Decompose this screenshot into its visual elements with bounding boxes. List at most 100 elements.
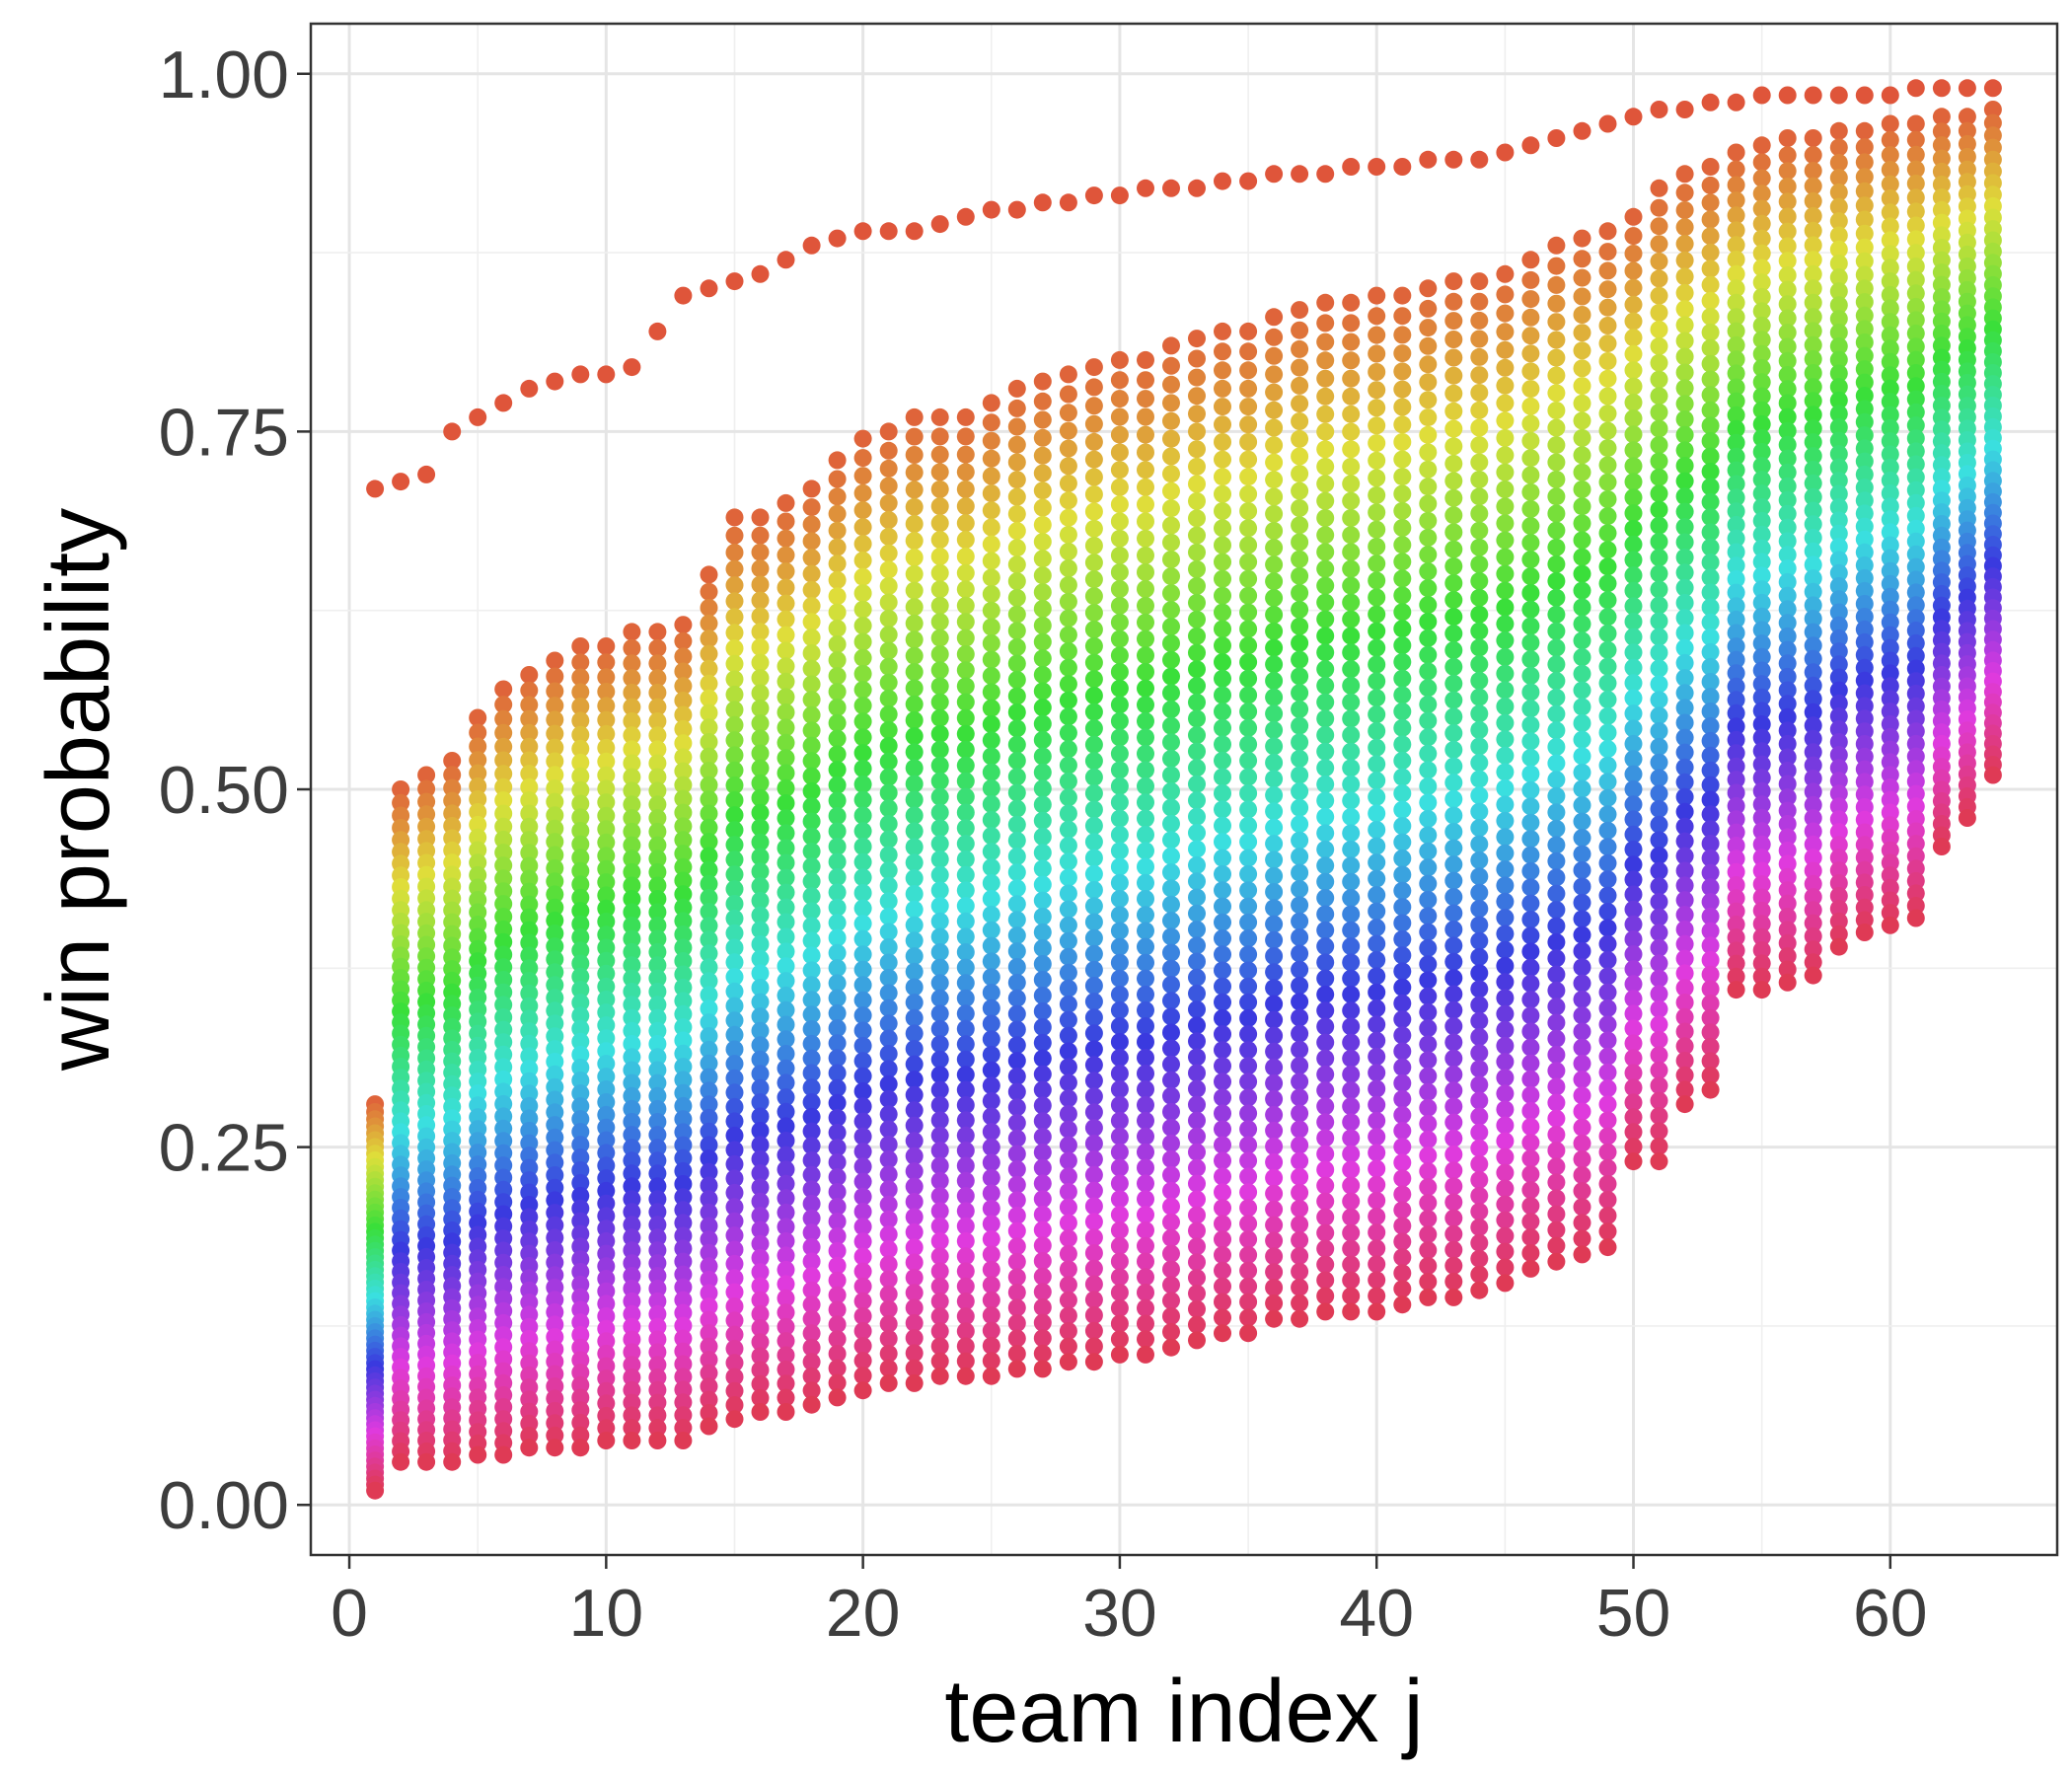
- data-point: [1084, 1353, 1103, 1371]
- data-point: [853, 728, 872, 747]
- data-point: [1881, 146, 1899, 165]
- data-point: [1162, 465, 1180, 483]
- data-point: [1110, 809, 1129, 828]
- data-point: [1265, 401, 1284, 419]
- data-point: [1573, 598, 1591, 617]
- data-point: [905, 598, 924, 617]
- data-point: [1393, 450, 1412, 469]
- data-point: [571, 888, 590, 907]
- data-point: [1650, 1091, 1668, 1110]
- data-point: [1291, 863, 1309, 882]
- data-point: [1778, 192, 1797, 211]
- data-point: [1521, 1165, 1540, 1184]
- data-point: [674, 1058, 693, 1076]
- data-point: [1573, 394, 1591, 412]
- data-point: [1368, 853, 1386, 872]
- data-point: [674, 1071, 693, 1089]
- data-point: [1059, 675, 1077, 694]
- data-point: [879, 752, 898, 771]
- data-point: [648, 876, 667, 895]
- data-point: [828, 791, 847, 810]
- data-point: [1470, 688, 1489, 706]
- data-point: [571, 637, 590, 655]
- data-point: [1675, 921, 1694, 938]
- data-point: [828, 898, 847, 917]
- data-point: [1855, 785, 1874, 804]
- data-point: [1547, 504, 1566, 523]
- data-point: [1214, 1308, 1231, 1327]
- data-point: [417, 792, 436, 811]
- data-point: [1291, 1262, 1309, 1281]
- data-point: [546, 1241, 564, 1259]
- data-point: [982, 843, 1000, 861]
- data-point: [828, 229, 847, 248]
- data-point: [1110, 425, 1129, 444]
- data-point: [1521, 974, 1540, 993]
- data-point: [1881, 891, 1899, 910]
- data-point: [1650, 1076, 1668, 1095]
- data-point: [1316, 905, 1335, 924]
- data-point: [1932, 325, 1951, 342]
- data-point: [469, 407, 487, 426]
- data-point: [1368, 1271, 1386, 1290]
- data-point: [802, 946, 821, 965]
- data-point: [1162, 634, 1180, 652]
- data-point: [1393, 1026, 1412, 1045]
- data-point: [674, 1123, 693, 1142]
- data-point: [828, 635, 847, 653]
- data-point: [1624, 900, 1643, 919]
- data-point: [700, 889, 718, 907]
- data-point: [494, 856, 513, 875]
- data-point: [1778, 146, 1797, 165]
- data-point: [1727, 703, 1745, 722]
- data-point: [623, 684, 641, 702]
- data-point: [802, 613, 821, 631]
- data-point: [725, 1410, 744, 1429]
- data-point: [879, 441, 898, 460]
- data-point: [1342, 1097, 1361, 1116]
- data-point: [1958, 134, 1976, 153]
- data-point: [802, 691, 821, 709]
- data-point: [1496, 1258, 1515, 1277]
- data-point: [1598, 853, 1617, 872]
- data-point: [1162, 516, 1180, 535]
- data-point: [597, 1332, 616, 1351]
- data-point: [1855, 320, 1874, 338]
- data-point: [1084, 1228, 1103, 1247]
- data-point: [520, 1158, 539, 1177]
- data-point: [1239, 1261, 1258, 1280]
- data-point: [853, 960, 872, 979]
- data-point: [777, 1303, 795, 1322]
- data-point: [1110, 793, 1129, 812]
- data-point: [1675, 876, 1694, 895]
- data-point: [1496, 973, 1515, 992]
- data-point: [1650, 938, 1668, 957]
- data-point: [1033, 533, 1052, 552]
- data-point: [1470, 504, 1489, 523]
- data-point: [1265, 383, 1284, 402]
- data-point: [725, 909, 744, 927]
- data-point: [956, 1247, 975, 1266]
- data-point: [1342, 509, 1361, 527]
- data-point: [1624, 734, 1643, 753]
- data-point: [1137, 1158, 1154, 1177]
- data-point: [956, 1187, 975, 1206]
- data-point: [1393, 286, 1412, 305]
- data-point: [1829, 861, 1848, 880]
- data-point: [1752, 244, 1771, 262]
- data-point: [1521, 910, 1540, 928]
- data-point: [1316, 726, 1335, 744]
- data-point: [1033, 891, 1052, 910]
- data-point: [1932, 176, 1951, 193]
- data-point: [1701, 93, 1720, 111]
- data-point: [1368, 787, 1386, 806]
- data-point: [494, 1119, 513, 1138]
- data-point: [597, 1282, 616, 1300]
- data-point: [930, 1126, 949, 1145]
- data-point: [1573, 548, 1591, 566]
- data-point: [1675, 758, 1694, 777]
- data-point: [1265, 1247, 1284, 1266]
- data-point: [1521, 748, 1540, 767]
- data-point: [623, 1343, 641, 1362]
- data-point: [700, 1095, 718, 1114]
